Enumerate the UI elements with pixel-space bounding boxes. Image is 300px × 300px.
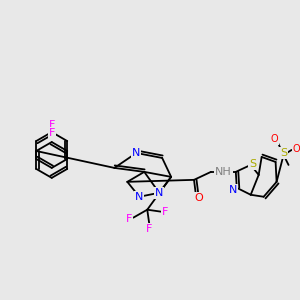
Text: NH: NH <box>215 167 232 177</box>
Text: N: N <box>229 185 237 195</box>
Text: F: F <box>146 224 152 234</box>
Text: F: F <box>126 214 133 224</box>
Text: O: O <box>195 193 203 203</box>
Text: O: O <box>271 134 278 144</box>
Text: S: S <box>280 148 287 158</box>
Text: S: S <box>249 159 256 169</box>
Text: F: F <box>162 207 168 217</box>
Text: N: N <box>135 192 143 202</box>
Text: N: N <box>155 188 164 198</box>
Text: O: O <box>293 144 300 154</box>
Text: F: F <box>49 128 55 138</box>
Text: N: N <box>132 148 140 158</box>
Text: F: F <box>49 120 55 130</box>
